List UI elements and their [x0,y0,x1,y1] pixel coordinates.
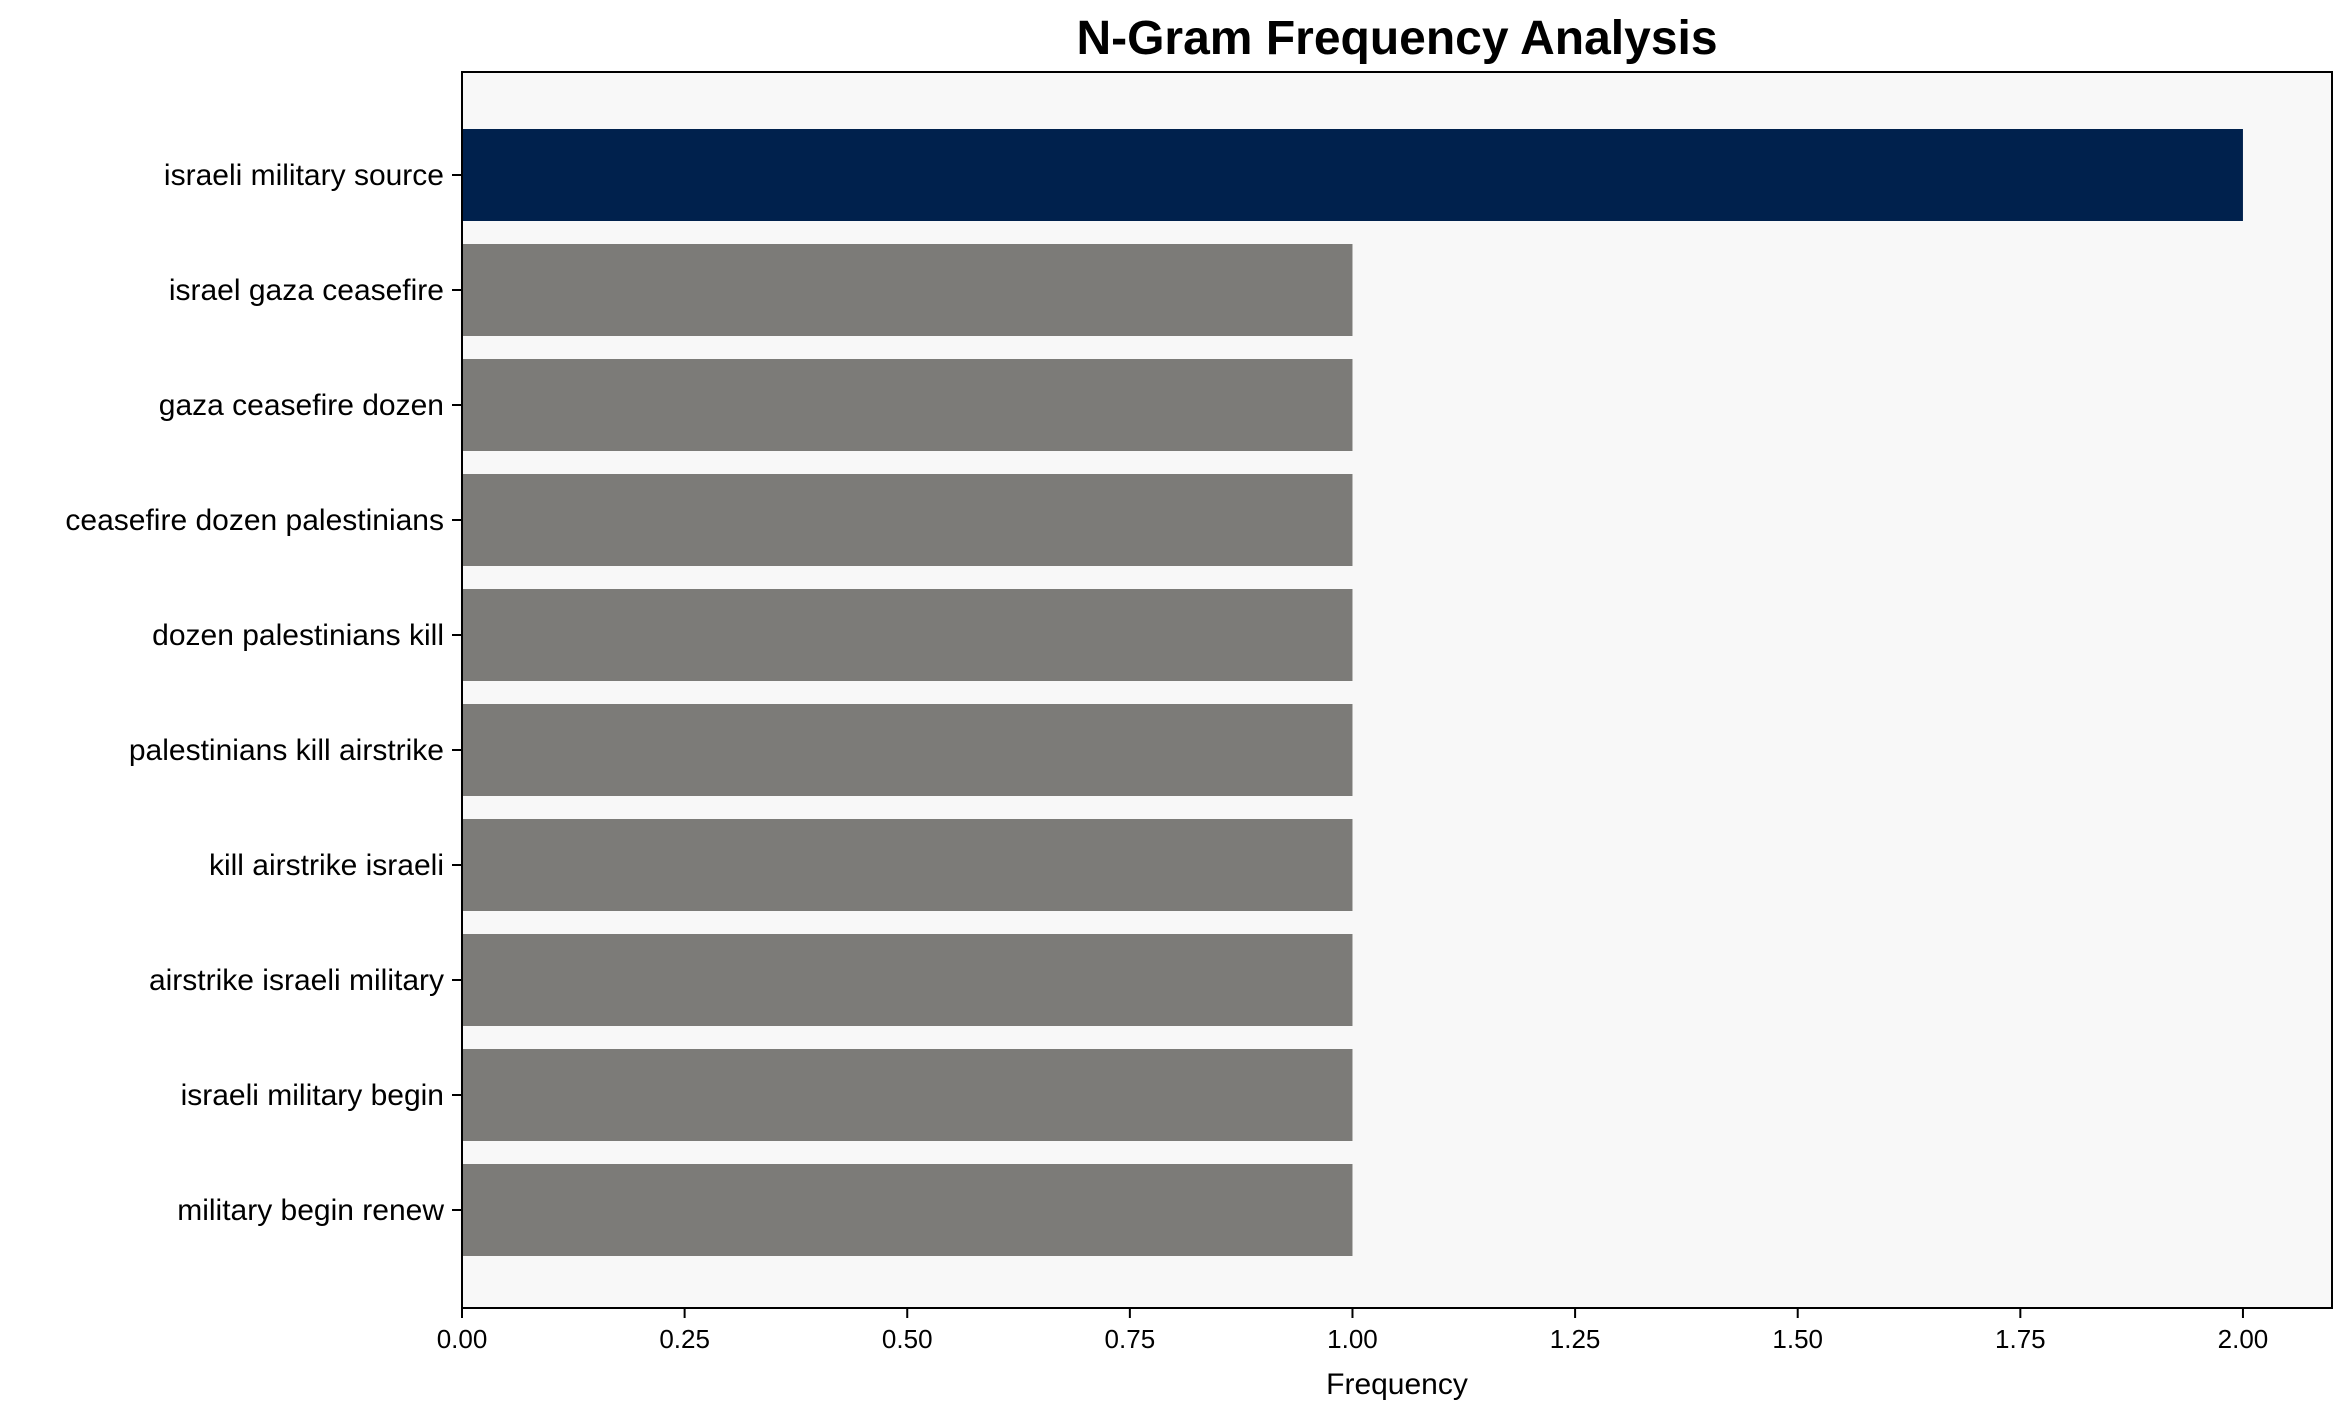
x-tick-label: 0.00 [437,1324,488,1354]
y-tick-label: israel gaza ceasefire [169,274,444,307]
bar [462,934,1353,1026]
chart-title: N-Gram Frequency Analysis [1076,12,1717,65]
bar [462,1164,1353,1256]
y-tick-label: israeli military begin [181,1079,444,1112]
x-tick-label: 1.75 [1995,1324,2046,1354]
y-tick-label: military begin renew [177,1194,444,1227]
x-axis-label: Frequency [1326,1368,1468,1401]
y-tick-label: ceasefire dozen palestinians [65,504,444,537]
bar [462,819,1353,911]
y-tick-label: gaza ceasefire dozen [159,389,444,422]
y-tick-label: kill airstrike israeli [209,849,444,882]
plot-frame [461,71,2333,1309]
bar [462,704,1353,796]
x-tick-label: 1.00 [1327,1324,1378,1354]
x-tick-label: 0.25 [659,1324,710,1354]
y-tick-label: israeli military source [164,159,444,192]
x-tick-label: 2.00 [2218,1324,2269,1354]
bar [462,474,1353,566]
bar [462,244,1353,336]
x-tick-label: 0.50 [882,1324,933,1354]
bar [462,589,1353,681]
x-tick-label: 1.50 [1772,1324,1823,1354]
y-tick-label: palestinians kill airstrike [129,734,444,767]
y-tick-label: airstrike israeli military [149,964,444,997]
y-tick-label: dozen palestinians kill [152,619,444,652]
x-tick-label: 1.25 [1550,1324,1601,1354]
x-tick-label: 0.75 [1105,1324,1156,1354]
bar [462,1049,1353,1141]
bar [462,359,1353,451]
bar [462,129,2243,221]
